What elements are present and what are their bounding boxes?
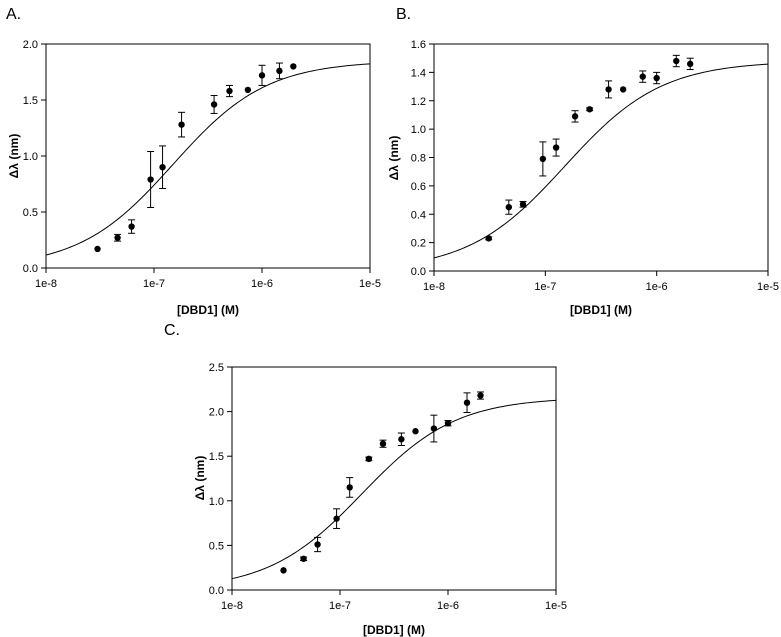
panel-a-x-tick-label: 1e-5 [359, 278, 381, 290]
panel-b-y-tick-label: 1.4 [411, 67, 426, 79]
panel-a-plot-frame [45, 43, 371, 269]
panel-b-y-tick-label: 1.6 [411, 39, 426, 51]
panel-a: A. [DBD1] (M) Δλ (nm) 0.0 0.5 1.0 1.5 2.0 1e-… [6, 6, 381, 317]
panel-c-label: C. [164, 322, 180, 339]
panel-b-data-point [539, 155, 547, 163]
panel-a-fit-curve [45, 63, 371, 256]
panel-a-y-tick-label: 0.5 [23, 207, 38, 219]
panel-c-y-axis-title: Δλ (nm) [193, 456, 207, 501]
panel-a-data-point [226, 87, 233, 95]
panel-a-data-point [210, 101, 218, 108]
panel-a-data-point [290, 63, 297, 70]
panel-b-data-point [505, 203, 513, 211]
panel-c-x-tick-label: 1e-7 [329, 600, 351, 612]
panel-a-data-point [244, 86, 252, 94]
panel-b-label: B. [396, 6, 411, 23]
panel-c-data-point [379, 440, 387, 447]
panel-b-plot-frame [433, 43, 769, 272]
panel-a-label: A. [6, 6, 21, 23]
panel-c-data-point [300, 555, 307, 562]
panel-b-fit-curve [433, 63, 769, 259]
panel-c-plot-frame [231, 366, 557, 591]
panel-a-y-tick-label: 2.0 [23, 39, 38, 51]
panel-b-data-point [586, 106, 593, 113]
panel-c-x-tick-label: 1e-8 [221, 600, 243, 612]
panel-c-x-axis-title: [DBD1] (M) [363, 623, 425, 637]
panel-b-x-tick-label: 1e-5 [757, 281, 779, 293]
panel-b-y-tick-label: 1.2 [411, 96, 426, 108]
panel-c-data-point [430, 425, 438, 432]
panel-b-data-point [619, 86, 627, 93]
panel-a-x-tick-label: 1e-6 [251, 278, 273, 290]
panel-a-data-point [128, 223, 135, 230]
panel-b-plot-area: 0.0 0.2 0.4 0.6 0.8 1.0 1.2 1.4 1.6 1e-8 1e-7 1e-6 1… [411, 39, 779, 293]
panel-c-y-tick-label: 0.5 [209, 540, 224, 552]
panel-c-data-point [463, 399, 471, 406]
panel-b-x-tick-label: 1e-6 [646, 281, 668, 293]
panel-a-data-point [159, 164, 166, 171]
panel-b-y-tick-label: 0.6 [411, 181, 426, 193]
panel-b-data-point [639, 73, 646, 80]
panel-b-x-tick-label: 1e-8 [423, 281, 445, 293]
panel-b: B. [DBD1] (M) Δλ (nm) 0.0 0.2 0.4 0.6 0.8 1.0… [387, 6, 779, 317]
panel-b-y-tick-label: 0.0 [411, 266, 426, 278]
panel-a-data-point [114, 234, 121, 241]
panel-a-plot-area: 0.0 0.5 1.0 1.5 2.0 1e-8 1e-7 1e-6 1e-5 [23, 39, 381, 290]
panel-c-fit-curve [231, 399, 557, 580]
panel-a-y-tick-label: 1.0 [23, 151, 38, 163]
panel-b-data-point [571, 113, 579, 120]
panel-b-x-tick-label: 1e-7 [534, 281, 556, 293]
panel-a-data-point [178, 121, 185, 128]
panel-c-plot-area: 0.0 0.5 1.0 1.5 2.0 2.5 1e-8 1e-7 1e-6 1e-5 [209, 362, 567, 612]
panel-b-y-axis-title: Δλ (nm) [387, 136, 401, 181]
panel-b-data-point [519, 201, 527, 208]
panel-a-x-tick-label: 1e-7 [143, 278, 165, 290]
panel-c-data-point [477, 392, 484, 399]
panel-a-y-tick-label: 1.5 [23, 95, 38, 107]
panel-c-data-point [365, 455, 373, 463]
panel-c-x-tick-label: 1e-5 [545, 600, 567, 612]
panel-b-data-point [653, 74, 660, 82]
panel-a-data-point [258, 72, 266, 79]
panel-c-data-point [314, 541, 321, 548]
panel-a-data-point [276, 67, 283, 75]
panel-b-data-point [552, 144, 560, 151]
panel-a-x-tick-label: 1e-8 [35, 278, 57, 290]
panel-c-data-point [412, 428, 419, 435]
panel-c-y-tick-label: 0.0 [209, 585, 224, 597]
panel-b-data-point [673, 57, 680, 65]
panel-c-y-tick-label: 2.0 [209, 407, 224, 419]
panel-c-y-tick-label: 1.5 [209, 451, 224, 463]
panel-c-data-point [444, 419, 452, 427]
panel-b-data-point [485, 235, 492, 242]
panel-b-data-point [686, 60, 694, 68]
panel-c-y-tick-label: 2.5 [209, 362, 224, 374]
panel-c-data-point [398, 436, 405, 443]
panel-b-y-tick-label: 0.4 [411, 209, 426, 221]
panel-c-x-tick-label: 1e-6 [437, 600, 459, 612]
panel-c: C. [DBD1] (M) Δλ (nm) 0.0 0.5 1.0 1.5 2.0 2.5… [164, 322, 567, 637]
panel-a-y-axis-title: Δλ (nm) [7, 134, 21, 179]
panel-a-x-axis-title: [DBD1] (M) [177, 303, 239, 317]
panel-a-y-tick-label: 0.0 [23, 263, 38, 275]
panel-a-data-point [94, 245, 101, 253]
panel-b-data-point [605, 86, 612, 93]
panel-a-data-point [147, 176, 154, 183]
panel-b-y-tick-label: 0.8 [411, 153, 426, 165]
panel-b-y-tick-label: 0.2 [411, 238, 426, 250]
panel-b-y-tick-label: 1.0 [411, 124, 426, 136]
panel-c-data-point [346, 484, 353, 491]
panel-c-y-tick-label: 1.0 [209, 496, 224, 508]
panel-b-x-axis-title: [DBD1] (M) [570, 303, 632, 317]
panel-c-data-point [280, 567, 287, 574]
panel-c-data-point [333, 515, 340, 522]
